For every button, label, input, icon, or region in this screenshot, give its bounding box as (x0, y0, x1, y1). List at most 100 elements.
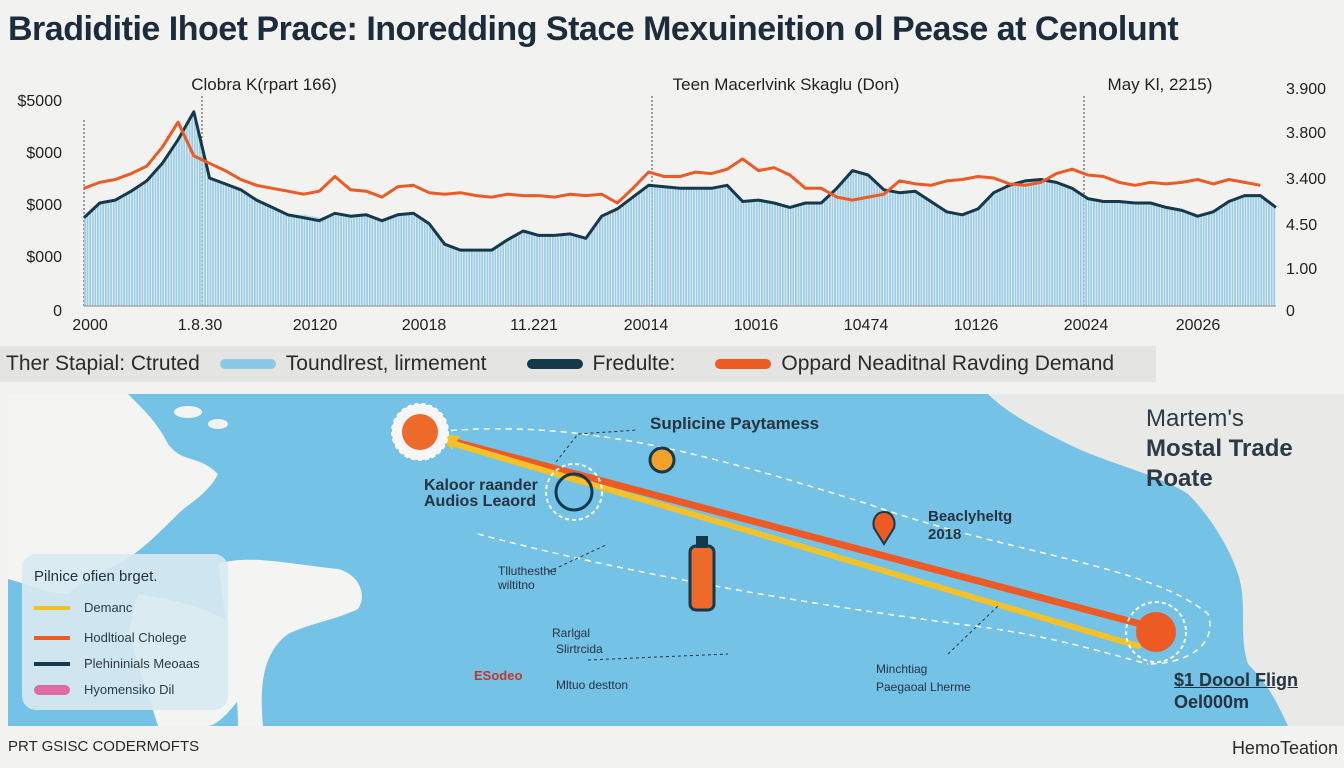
bar (936, 205, 938, 306)
inset-item-3: Hyomensiko Dil (34, 682, 174, 697)
bar (998, 190, 1001, 306)
bar (235, 187, 238, 306)
destination-port-icon (1125, 601, 1187, 663)
bar (94, 207, 97, 306)
bar (280, 211, 282, 306)
bar (635, 195, 638, 306)
bar (661, 186, 664, 306)
bar (559, 234, 562, 306)
bar (1221, 206, 1223, 306)
island (208, 419, 228, 429)
bar (593, 227, 596, 306)
island (174, 406, 202, 418)
bar (340, 214, 342, 306)
bar (881, 187, 884, 306)
map-label-escodeo: ESodeo (474, 668, 523, 683)
legend-item-1: Fredulte: (526, 352, 675, 376)
bar (238, 188, 240, 306)
bar (1006, 186, 1009, 306)
bar (572, 234, 575, 306)
bar (690, 188, 693, 306)
bar (389, 217, 392, 306)
bar (486, 250, 489, 306)
map-label-note1: Tlluthesthe wiltitno (498, 564, 557, 592)
bar (180, 135, 183, 306)
bar (272, 207, 274, 306)
bar (1132, 202, 1134, 306)
bar (1032, 180, 1035, 306)
bar (217, 180, 220, 306)
bar (337, 213, 340, 306)
bar (185, 125, 188, 307)
bar (883, 189, 886, 306)
left-tick-label: $000 (26, 197, 62, 214)
bar (460, 250, 463, 306)
bar (1234, 199, 1236, 306)
bar (1163, 206, 1166, 306)
bar (653, 185, 656, 306)
bar (580, 236, 583, 306)
bar (1200, 215, 1202, 306)
bar (870, 177, 873, 306)
bar (290, 214, 293, 306)
bar (899, 192, 902, 306)
bar (844, 179, 847, 306)
bar (465, 250, 468, 306)
bar (917, 192, 920, 306)
bar (959, 214, 962, 306)
bar (128, 192, 131, 306)
bar (721, 186, 724, 306)
bar (784, 205, 787, 306)
bar (1093, 199, 1095, 306)
bar (199, 133, 201, 306)
left-tick-label: $000 (26, 249, 62, 266)
bar (468, 250, 471, 306)
bar (502, 243, 504, 306)
x-tick-label: 20026 (1176, 317, 1221, 334)
series-line-demand (83, 120, 1261, 205)
bar (996, 191, 999, 306)
bar (1179, 209, 1182, 306)
bar (763, 201, 766, 306)
bar (622, 205, 625, 306)
map-label-mid: Minchtiag (876, 662, 928, 676)
bar (962, 214, 965, 306)
bar (685, 188, 687, 306)
bar (264, 203, 267, 306)
right-tick-label: 4.50 (1286, 217, 1317, 234)
bar (565, 234, 567, 306)
bar (876, 182, 878, 306)
bar (1210, 212, 1213, 306)
map-label-mid2: Paegaoal Lherme (876, 680, 971, 694)
bar (497, 246, 499, 306)
bar (457, 249, 460, 306)
bar (596, 223, 599, 306)
legend-item-2: Oppard Neaditnal Ravding Demand (715, 352, 1114, 376)
bar (115, 200, 118, 306)
container-icon (688, 544, 716, 612)
bar (562, 234, 565, 306)
bar (510, 238, 512, 306)
bar (1124, 202, 1127, 306)
supplier-badge-icon (648, 446, 676, 474)
bar (1127, 202, 1129, 306)
bar (1082, 195, 1085, 306)
hub-ring (554, 472, 594, 512)
bar (1226, 203, 1229, 306)
bar (146, 180, 149, 306)
bar (170, 151, 173, 306)
bar (768, 202, 771, 306)
bar (1268, 201, 1270, 306)
bar (680, 188, 682, 306)
bar (648, 185, 651, 306)
bar (557, 235, 559, 306)
bar (206, 166, 209, 306)
bar (285, 213, 288, 306)
bar (904, 192, 907, 306)
bar (923, 196, 925, 306)
inset-item-0: Demanc (34, 600, 132, 615)
bar (915, 191, 918, 306)
map-label-note2a: Rarlgal (552, 626, 591, 640)
bar (1147, 203, 1150, 306)
bar (1150, 203, 1153, 306)
